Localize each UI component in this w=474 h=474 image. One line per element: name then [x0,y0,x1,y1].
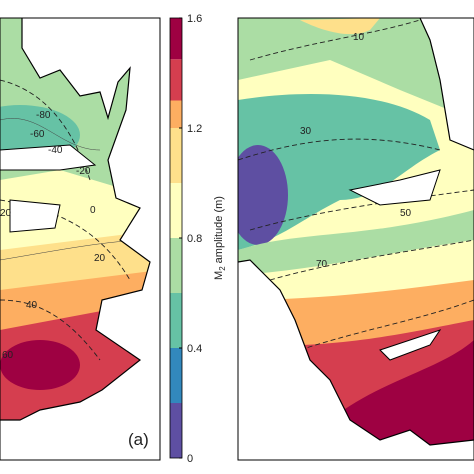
colorbar-tick-label: 1.2 [187,123,202,135]
panel-b: 10 30 50 70 [237,17,474,461]
colorbar-band [170,293,182,348]
panel-a: -80 -60 -40 -20 0 20 20 40 60 (a) [0,17,161,461]
contour-label: -40 [48,145,63,156]
colorbar-tick-label: 0.8 [187,233,202,245]
contour-label: 20 [94,253,106,264]
amplitude-field [238,18,474,445]
contour-label: 0 [90,205,96,216]
label-subscript: 2 [218,266,227,271]
colorbar-band [170,403,182,458]
colorbar-band [170,128,182,183]
contour-label: 50 [400,208,412,219]
panel-label: (a) [128,430,149,449]
colorbar-band [170,238,182,293]
colorbar-band [170,18,182,60]
colorbar-band [170,100,182,128]
panel-frame [237,17,474,461]
colorbar-band [170,183,182,238]
amplitude-field [0,18,150,420]
contour-label: -20 [76,166,91,177]
panel-frame [0,17,161,461]
colorbar-label: M2 amplitude (m) [213,196,227,280]
contour-label: 10 [353,32,365,43]
contour-label: -80 [36,110,51,121]
colorbar: M2 amplitude (m) 0 0.4 0.8 1.2 1.6 [169,13,227,465]
contour-label: 70 [316,259,328,270]
contour-label: 30 [300,126,312,137]
colorbar-band [170,348,182,403]
contour-label: 40 [26,300,38,311]
label-text: amplitude (m) [213,196,225,263]
colorbar-tick-label: 0.4 [187,343,202,355]
label-symbol: M [213,271,225,280]
contour-label: 20 [0,208,12,219]
colorbar-band [170,59,182,101]
contour-label: -60 [30,129,45,140]
colorbar-tick-label: 0 [187,453,193,465]
contour-label: 60 [2,350,14,361]
colorbar-tick-label: 1.6 [187,13,202,25]
